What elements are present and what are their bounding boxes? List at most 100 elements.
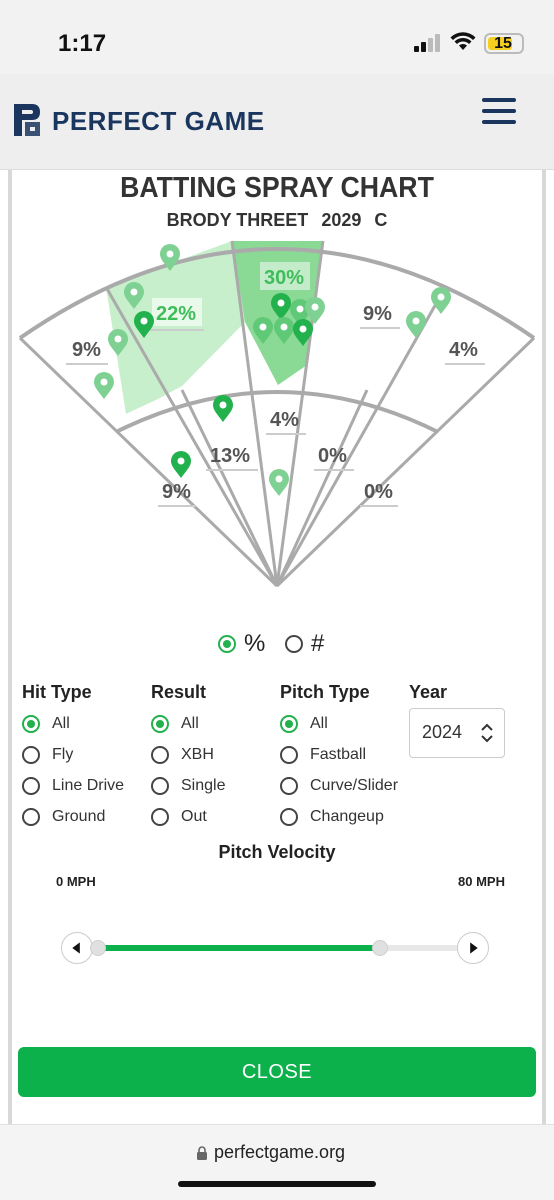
battery-level: 15 (494, 35, 512, 52)
zone-label-infield-right-center: 0% (318, 445, 347, 467)
triangle-right-icon (470, 942, 478, 954)
chevron-up-down-icon (481, 723, 493, 743)
lock-icon (197, 1146, 207, 1160)
player-year: 2029 (321, 210, 362, 230)
option-label: All (310, 714, 328, 732)
zone-label-infield-right: 0% (364, 481, 393, 503)
hit-type-option-all[interactable]: All (22, 708, 124, 739)
velocity-slider-fill (98, 945, 381, 951)
home-indicator (178, 1181, 376, 1187)
wifi-icon (450, 32, 476, 50)
zone-label-infield-center: 4% (270, 409, 299, 431)
zone-fill-outfield-left-center (106, 241, 245, 414)
hit-marker (406, 311, 426, 338)
slider-right-button[interactable] (457, 932, 489, 964)
zone-label-infield-left-center: 13% (210, 445, 250, 467)
brand-name[interactable]: PERFECT GAME (52, 106, 265, 136)
pitch-type-radio[interactable] (280, 807, 298, 826)
chart-title: BATTING SPRAY CHART (120, 172, 434, 204)
velocity-min-label: 0 MPH (56, 874, 96, 889)
option-label: All (181, 714, 199, 732)
hit-type-heading: Hit Type (22, 682, 92, 702)
mode-count-radio[interactable] (285, 635, 303, 653)
hamburger-menu-button[interactable] (482, 98, 518, 128)
option-label: Line Drive (52, 776, 125, 794)
status-bar: 1:17 15 (0, 0, 554, 74)
pitch-type-radio[interactable] (280, 714, 298, 733)
option-label: Changeup (310, 807, 384, 825)
hit-type-option-ground[interactable]: Ground (22, 801, 124, 832)
option-label: Fastball (310, 745, 367, 763)
velocity-slider-track[interactable] (98, 945, 460, 951)
zone-label-infield-left: 9% (162, 481, 191, 503)
option-label: XBH (181, 745, 214, 763)
result-option-xbh[interactable]: XBH (151, 739, 225, 770)
pitch-type-filter: Pitch Type All Fastball Curve/Slider Cha… (280, 682, 398, 832)
year-select[interactable]: 2024 (409, 708, 505, 758)
zone-label-outfield-right-center: 9% (363, 303, 392, 325)
option-label: Single (181, 776, 226, 794)
year-value: 2024 (422, 722, 463, 742)
option-label: Ground (52, 807, 106, 825)
result-filter: Result All XBH Single Out (151, 682, 225, 832)
zone-label-outfield-left: 9% (72, 339, 101, 361)
zone-label-outfield-center: 30% (264, 267, 304, 289)
pitch-type-radio[interactable] (280, 745, 298, 764)
option-label: Fly (52, 745, 74, 763)
result-radio[interactable] (151, 714, 169, 733)
hit-type-radio[interactable] (22, 745, 40, 764)
option-label: Curve/Slider (310, 776, 399, 794)
result-radio[interactable] (151, 745, 169, 764)
velocity-max-label: 80 MPH (458, 874, 505, 889)
mode-count-label: # (311, 630, 325, 657)
status-time: 1:17 (58, 30, 107, 57)
velocity-slider-max-thumb[interactable] (372, 940, 389, 956)
player-name: BRODY THREET (166, 210, 309, 230)
hit-type-radio[interactable] (22, 807, 40, 826)
pitch-type-heading: Pitch Type (280, 682, 370, 702)
browser-url-bar: perfectgame.org (0, 1124, 554, 1200)
pitch-type-option-fastball[interactable]: Fastball (280, 739, 398, 770)
battery-icon: 15 (484, 33, 524, 54)
hit-type-filter: Hit Type All Fly Line Drive Ground (22, 682, 124, 832)
hit-type-radio[interactable] (22, 776, 40, 795)
result-radio[interactable] (151, 776, 169, 795)
pitch-velocity-title: Pitch Velocity (218, 842, 336, 862)
pitch-type-option-all[interactable]: All (280, 708, 398, 739)
result-radio[interactable] (151, 807, 169, 826)
hit-type-radio[interactable] (22, 714, 40, 733)
result-option-all[interactable]: All (151, 708, 225, 739)
mode-count-option[interactable]: # (285, 630, 324, 658)
result-heading: Result (151, 682, 207, 702)
spray-chart-field: 9% 22% 30% 9% 4% 9% 13% 4% 0% 0% (18, 240, 536, 588)
hit-marker (171, 451, 191, 478)
triangle-left-icon (72, 942, 80, 954)
year-heading: Year (409, 682, 448, 702)
hit-marker (269, 469, 289, 496)
option-label: All (52, 714, 70, 732)
close-button[interactable]: CLOSE (18, 1047, 536, 1097)
mode-percent-label: % (244, 630, 266, 657)
velocity-slider-min-thumb[interactable] (90, 940, 106, 956)
mode-percent-option[interactable]: % (218, 630, 265, 658)
player-info: BRODY THREET 2029 C (0, 210, 554, 231)
player-position: C (374, 210, 388, 230)
hit-type-option-line-drive[interactable]: Line Drive (22, 770, 124, 801)
slider-left-button[interactable] (61, 932, 93, 964)
option-label: Out (181, 807, 207, 825)
zone-label-outfield-right: 4% (449, 339, 478, 361)
url-text[interactable]: perfectgame.org (214, 1142, 346, 1162)
hit-type-option-fly[interactable]: Fly (22, 739, 124, 770)
result-option-out[interactable]: Out (151, 801, 225, 832)
perfect-game-logo-icon[interactable] (12, 100, 42, 140)
pitch-type-option-curve-slider[interactable]: Curve/Slider (280, 770, 398, 801)
pitch-type-radio[interactable] (280, 776, 298, 795)
site-header: PERFECT GAME (0, 74, 554, 170)
result-option-single[interactable]: Single (151, 770, 225, 801)
mode-percent-radio[interactable] (218, 635, 236, 653)
year-filter: Year (409, 682, 447, 704)
signal-icon (414, 34, 442, 52)
zone-label-outfield-left-center: 22% (156, 303, 196, 325)
pitch-type-option-changeup[interactable]: Changeup (280, 801, 398, 832)
hit-marker (213, 395, 233, 422)
